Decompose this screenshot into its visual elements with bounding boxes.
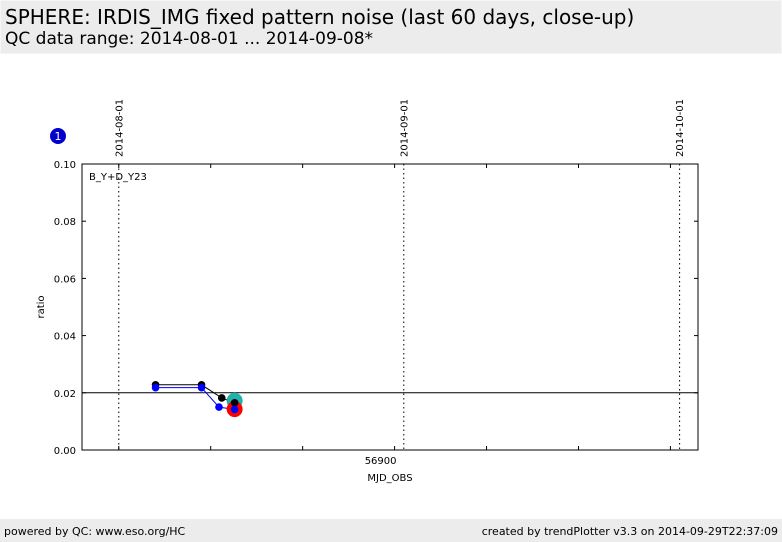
data-point-black	[217, 394, 226, 402]
page-title: SPHERE: IRDIS_IMG fixed pattern noise (l…	[5, 5, 635, 29]
powered-by-link[interactable]: powered by QC: www.eso.org/HC	[4, 525, 186, 538]
x-tick-label: 56900	[365, 456, 397, 467]
badge-number: 1	[55, 130, 62, 143]
x-axis-label: MJD_OBS	[367, 473, 412, 484]
y-tick-label: 0.00	[54, 446, 76, 457]
badge-circle	[50, 128, 66, 144]
data-point-blue	[151, 383, 160, 392]
data-point-blue	[215, 403, 223, 411]
y-tick-label: 0.10	[54, 160, 76, 171]
y-tick-label: 0.02	[54, 389, 76, 400]
y-tick-label: 0.04	[54, 332, 76, 343]
y-tick-label: 0.06	[54, 274, 76, 285]
plot-frame	[81, 163, 699, 451]
date-marker-label: 2014-08-01	[114, 99, 125, 157]
date-markers: 2014-08-01 2014-09-01 2014-10-01	[114, 99, 686, 450]
panel-number-badge: 1	[50, 128, 66, 144]
data-point-blue	[197, 383, 206, 392]
footer-bar: powered by QC: www.eso.org/HC created by…	[0, 519, 782, 542]
y-axis-label: ratio	[36, 295, 47, 318]
data-range-subtitle: QC data range: 2014-08-01 ... 2014-09-08…	[5, 29, 374, 49]
header-bar: SPHERE: IRDIS_IMG fixed pattern noise (l…	[0, 0, 782, 54]
date-marker-label: 2014-09-01	[399, 99, 410, 157]
y-tick-label: 0.08	[54, 217, 76, 228]
data-point-blue	[230, 405, 239, 414]
created-by-note: created by trendPlotter v3.3 on 2014-09-…	[481, 525, 778, 538]
data-point-black	[230, 399, 239, 407]
date-marker-label: 2014-10-01	[675, 99, 686, 157]
x-axis: 56900	[118, 164, 671, 467]
data-series	[151, 380, 243, 418]
panel-label: B_Y+D_Y23	[89, 172, 147, 183]
